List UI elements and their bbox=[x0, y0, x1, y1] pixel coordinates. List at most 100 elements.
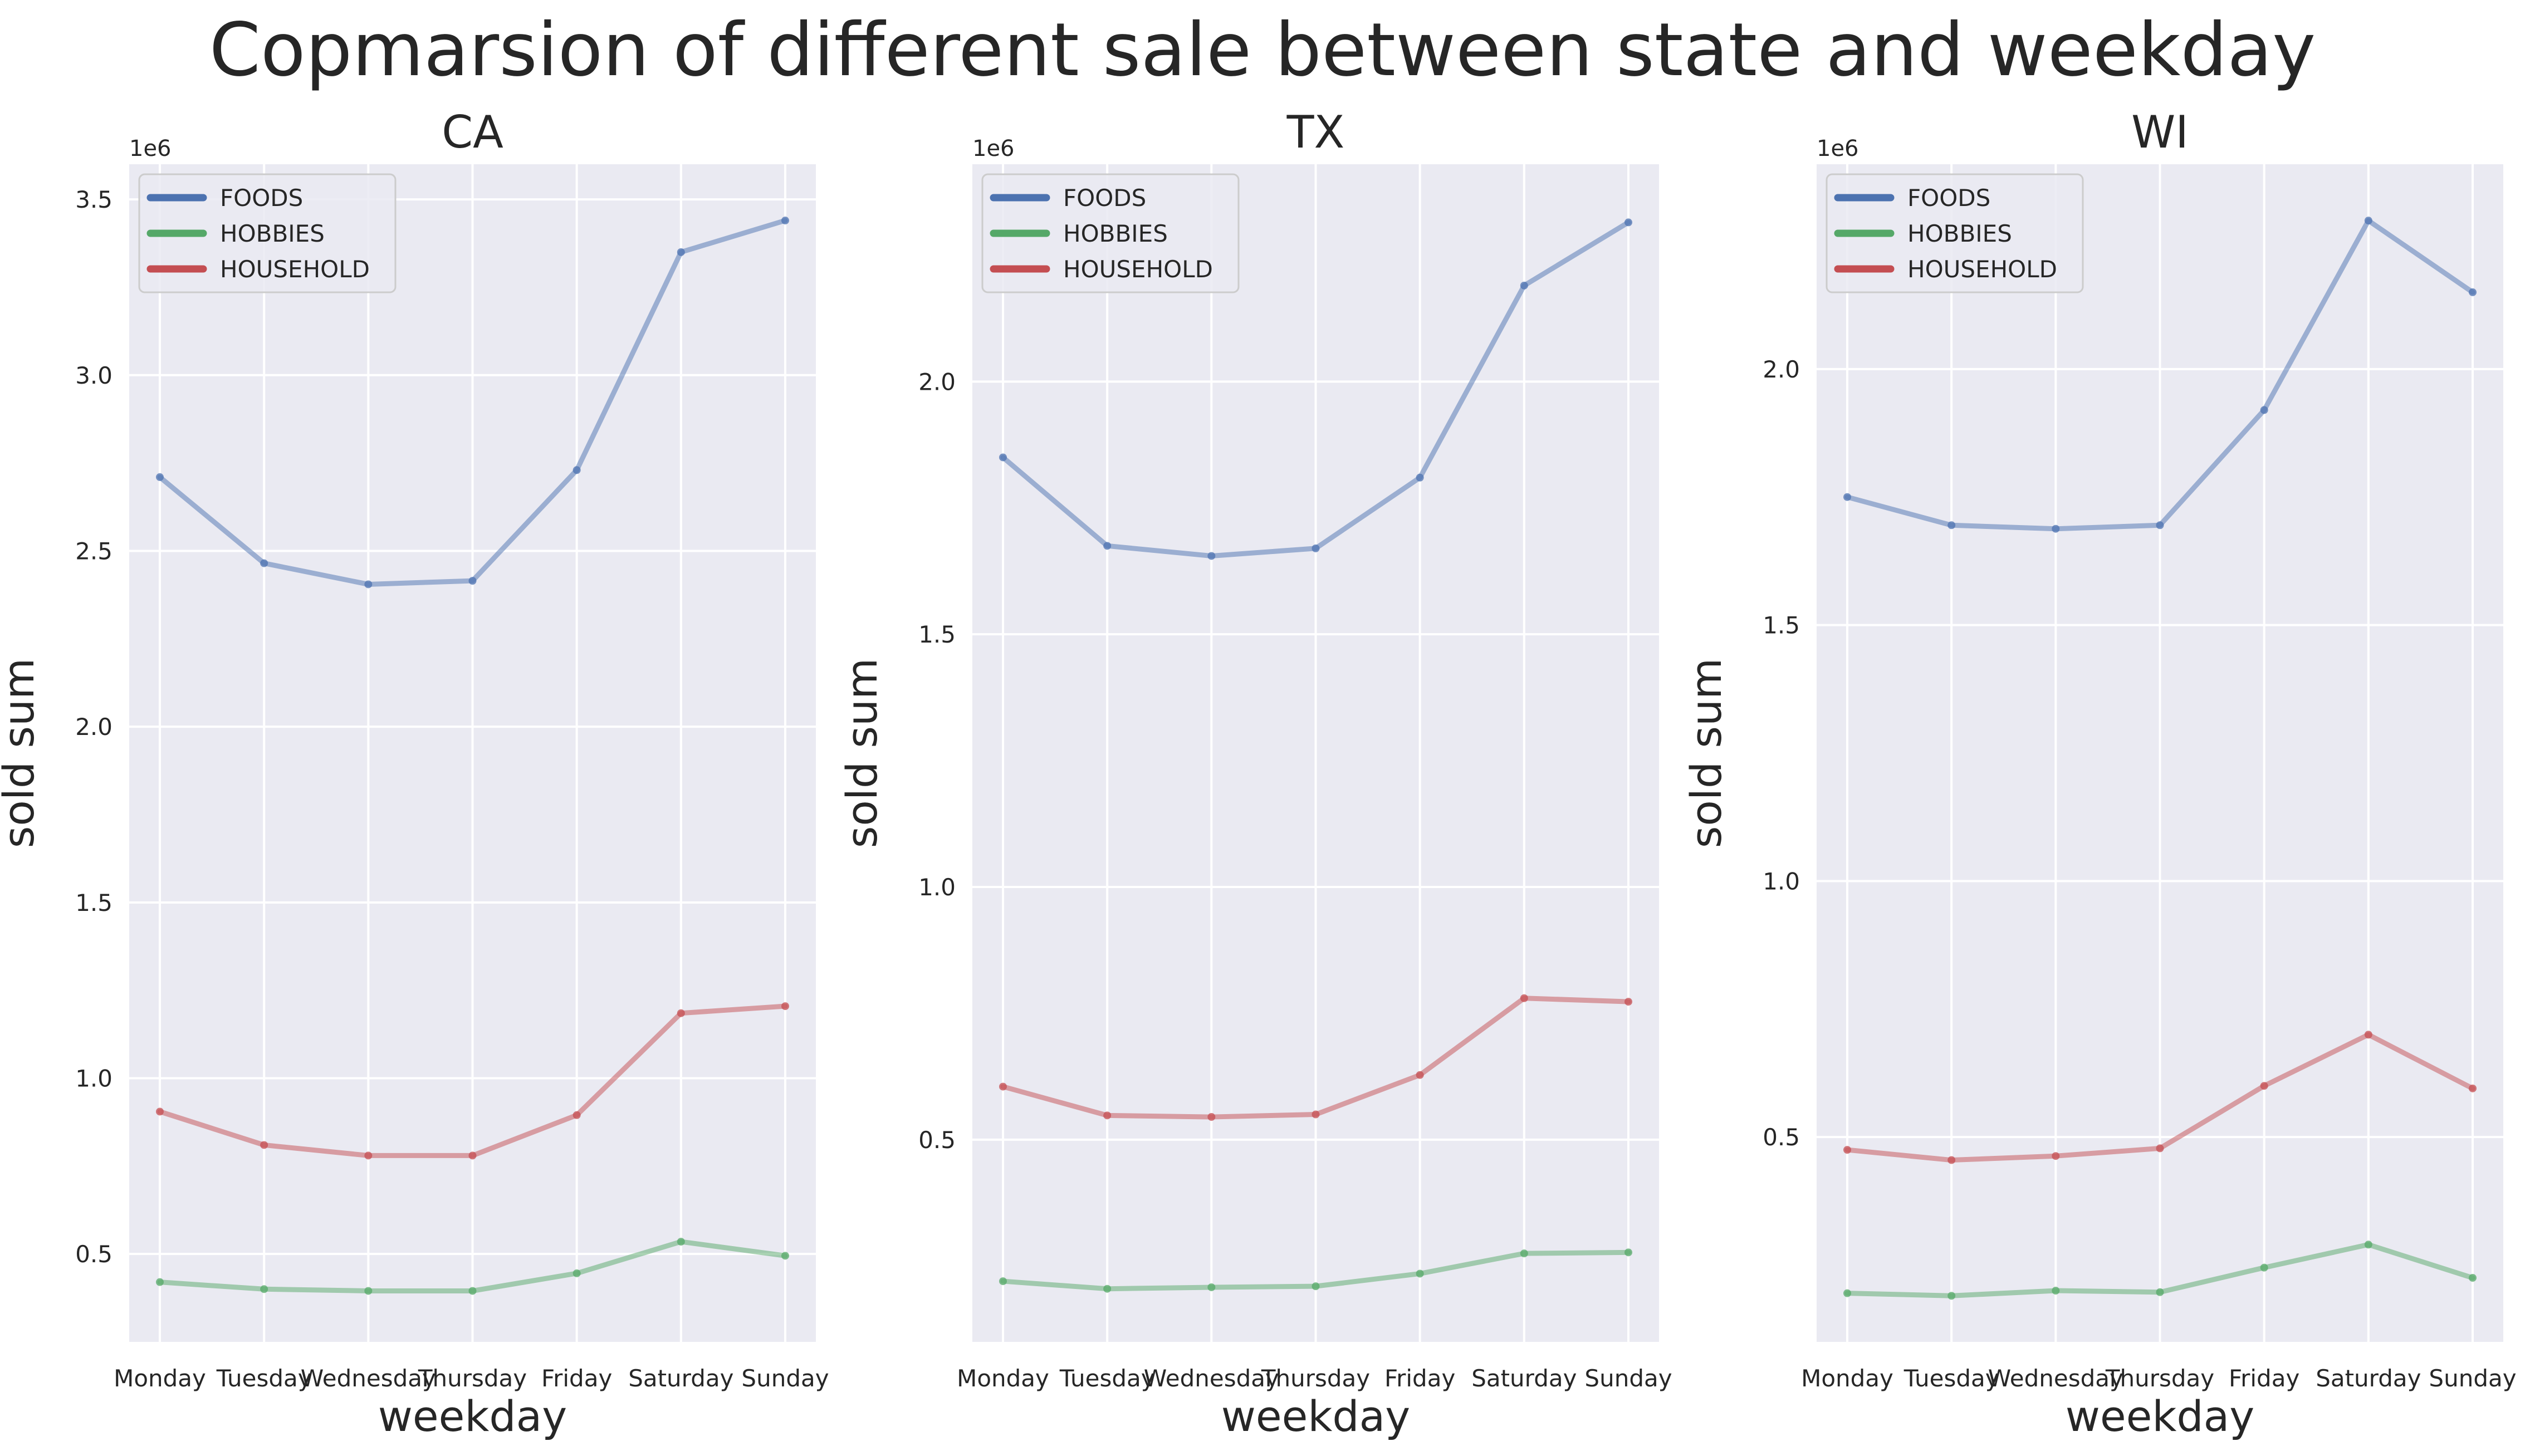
y-tick-label: 1.0 bbox=[75, 1065, 112, 1092]
x-axis-label: weekday bbox=[378, 1391, 567, 1441]
legend-label-hobbies: HOBBIES bbox=[1907, 220, 2012, 247]
data-point-household bbox=[1103, 1111, 1112, 1120]
data-point-household bbox=[364, 1151, 373, 1160]
data-point-hobbies bbox=[2052, 1287, 2060, 1295]
x-tick-label: Sunday bbox=[1584, 1365, 1672, 1392]
data-point-household bbox=[2052, 1152, 2060, 1160]
y-tick-label: 2.0 bbox=[1763, 356, 1800, 383]
data-point-foods bbox=[2260, 406, 2268, 414]
data-point-foods bbox=[2469, 288, 2477, 296]
legend-label-household: HOUSEHOLD bbox=[220, 256, 370, 283]
y-tick-label: 0.5 bbox=[75, 1241, 112, 1268]
legend: FOODS HOBBIES HOUSEHOLD bbox=[138, 173, 397, 293]
x-tick-label: Tuesday bbox=[216, 1365, 312, 1392]
x-tick-label: Thursday bbox=[2105, 1365, 2214, 1392]
x-tick-label: Monday bbox=[114, 1365, 206, 1392]
legend-label-hobbies: HOBBIES bbox=[1063, 220, 1168, 247]
data-point-household bbox=[572, 1111, 581, 1119]
legend-box bbox=[138, 173, 397, 293]
data-point-foods bbox=[2156, 521, 2164, 530]
x-axis-label: weekday bbox=[2066, 1391, 2254, 1441]
x-tick-label: Friday bbox=[2229, 1365, 2299, 1392]
data-point-household bbox=[1947, 1156, 1956, 1164]
data-point-foods bbox=[1947, 521, 1956, 530]
data-point-household bbox=[2469, 1084, 2477, 1092]
data-point-foods bbox=[1520, 281, 1528, 290]
panel-title: TX bbox=[1286, 106, 1345, 158]
data-point-foods bbox=[2364, 217, 2372, 225]
data-point-foods bbox=[156, 473, 164, 481]
y-tick-label: 0.5 bbox=[918, 1126, 956, 1154]
data-point-hobbies bbox=[468, 1287, 477, 1295]
legend-label-foods: FOODS bbox=[1063, 184, 1146, 212]
data-point-household bbox=[1207, 1113, 1216, 1121]
x-tick-label: Thursday bbox=[418, 1365, 527, 1392]
data-point-foods bbox=[1416, 473, 1424, 482]
data-point-household bbox=[781, 1002, 789, 1011]
x-axis-label: weekday bbox=[1221, 1391, 1410, 1441]
legend-label-foods: FOODS bbox=[220, 184, 303, 212]
x-tick-label: Monday bbox=[957, 1365, 1049, 1392]
data-point-household bbox=[677, 1009, 685, 1017]
data-point-foods bbox=[2052, 524, 2060, 533]
data-point-hobbies bbox=[1416, 1269, 1424, 1278]
data-point-hobbies bbox=[999, 1277, 1007, 1286]
data-point-household bbox=[2260, 1082, 2268, 1090]
data-point-household bbox=[260, 1141, 268, 1149]
y-axis-label: sold sum bbox=[837, 658, 887, 848]
x-tick-label: Tuesday bbox=[1903, 1365, 1999, 1392]
data-point-household bbox=[1520, 994, 1528, 1002]
y-offset-label: 1e6 bbox=[1817, 136, 1859, 161]
legend: FOODS HOBBIES HOUSEHOLD bbox=[1826, 173, 2084, 293]
y-tick-label: 2.5 bbox=[75, 537, 112, 565]
legend: FOODS HOBBIES HOUSEHOLD bbox=[981, 173, 1240, 293]
data-point-household bbox=[1416, 1071, 1424, 1079]
x-tick-label: Sunday bbox=[741, 1365, 829, 1392]
x-tick-label: Tuesday bbox=[1059, 1365, 1155, 1392]
data-point-hobbies bbox=[156, 1278, 164, 1286]
x-tick-label: Friday bbox=[541, 1365, 612, 1392]
data-point-household bbox=[1312, 1110, 1320, 1119]
y-tick-label: 1.5 bbox=[75, 889, 112, 916]
legend-box bbox=[1826, 173, 2084, 293]
data-point-foods bbox=[1843, 493, 1851, 501]
legend-label-household: HOUSEHOLD bbox=[1907, 256, 2057, 283]
y-tick-label: 1.5 bbox=[918, 621, 956, 648]
y-offset-label: 1e6 bbox=[129, 136, 172, 161]
y-tick-label: 2.0 bbox=[75, 713, 112, 741]
data-point-household bbox=[2156, 1144, 2164, 1153]
y-tick-label: 1.0 bbox=[918, 874, 956, 901]
x-tick-label: Friday bbox=[1384, 1365, 1455, 1392]
x-tick-label: Monday bbox=[1801, 1365, 1893, 1392]
data-point-household bbox=[1843, 1146, 1851, 1154]
data-point-hobbies bbox=[1312, 1282, 1320, 1291]
y-tick-label: 1.0 bbox=[1763, 867, 1800, 895]
data-point-foods bbox=[1312, 544, 1320, 552]
legend-label-household: HOUSEHOLD bbox=[1063, 256, 1213, 283]
data-point-foods bbox=[999, 453, 1007, 462]
y-tick-label: 0.5 bbox=[1763, 1124, 1800, 1151]
y-axis-label: sold sum bbox=[0, 658, 43, 848]
panel-title: CA bbox=[442, 106, 503, 158]
data-point-hobbies bbox=[1843, 1289, 1851, 1297]
data-point-household bbox=[468, 1151, 477, 1160]
data-point-foods bbox=[781, 217, 789, 225]
legend-label-hobbies: HOBBIES bbox=[220, 220, 325, 247]
data-point-foods bbox=[468, 577, 477, 585]
legend-box bbox=[981, 173, 1240, 293]
data-point-hobbies bbox=[781, 1252, 789, 1260]
data-point-hobbies bbox=[260, 1285, 268, 1293]
data-point-hobbies bbox=[1520, 1249, 1528, 1258]
x-tick-label: Saturday bbox=[1471, 1365, 1577, 1392]
y-tick-label: 3.0 bbox=[75, 362, 112, 389]
data-point-hobbies bbox=[2469, 1274, 2477, 1282]
data-point-hobbies bbox=[2156, 1288, 2164, 1296]
x-tick-label: Thursday bbox=[1261, 1365, 1370, 1392]
data-point-foods bbox=[1624, 218, 1632, 227]
data-point-foods bbox=[364, 580, 373, 589]
data-point-hobbies bbox=[1947, 1292, 1956, 1300]
legend-label-foods: FOODS bbox=[1907, 184, 1990, 212]
x-tick-label: Sunday bbox=[2429, 1365, 2516, 1392]
y-axis-label: sold sum bbox=[1681, 658, 1731, 848]
